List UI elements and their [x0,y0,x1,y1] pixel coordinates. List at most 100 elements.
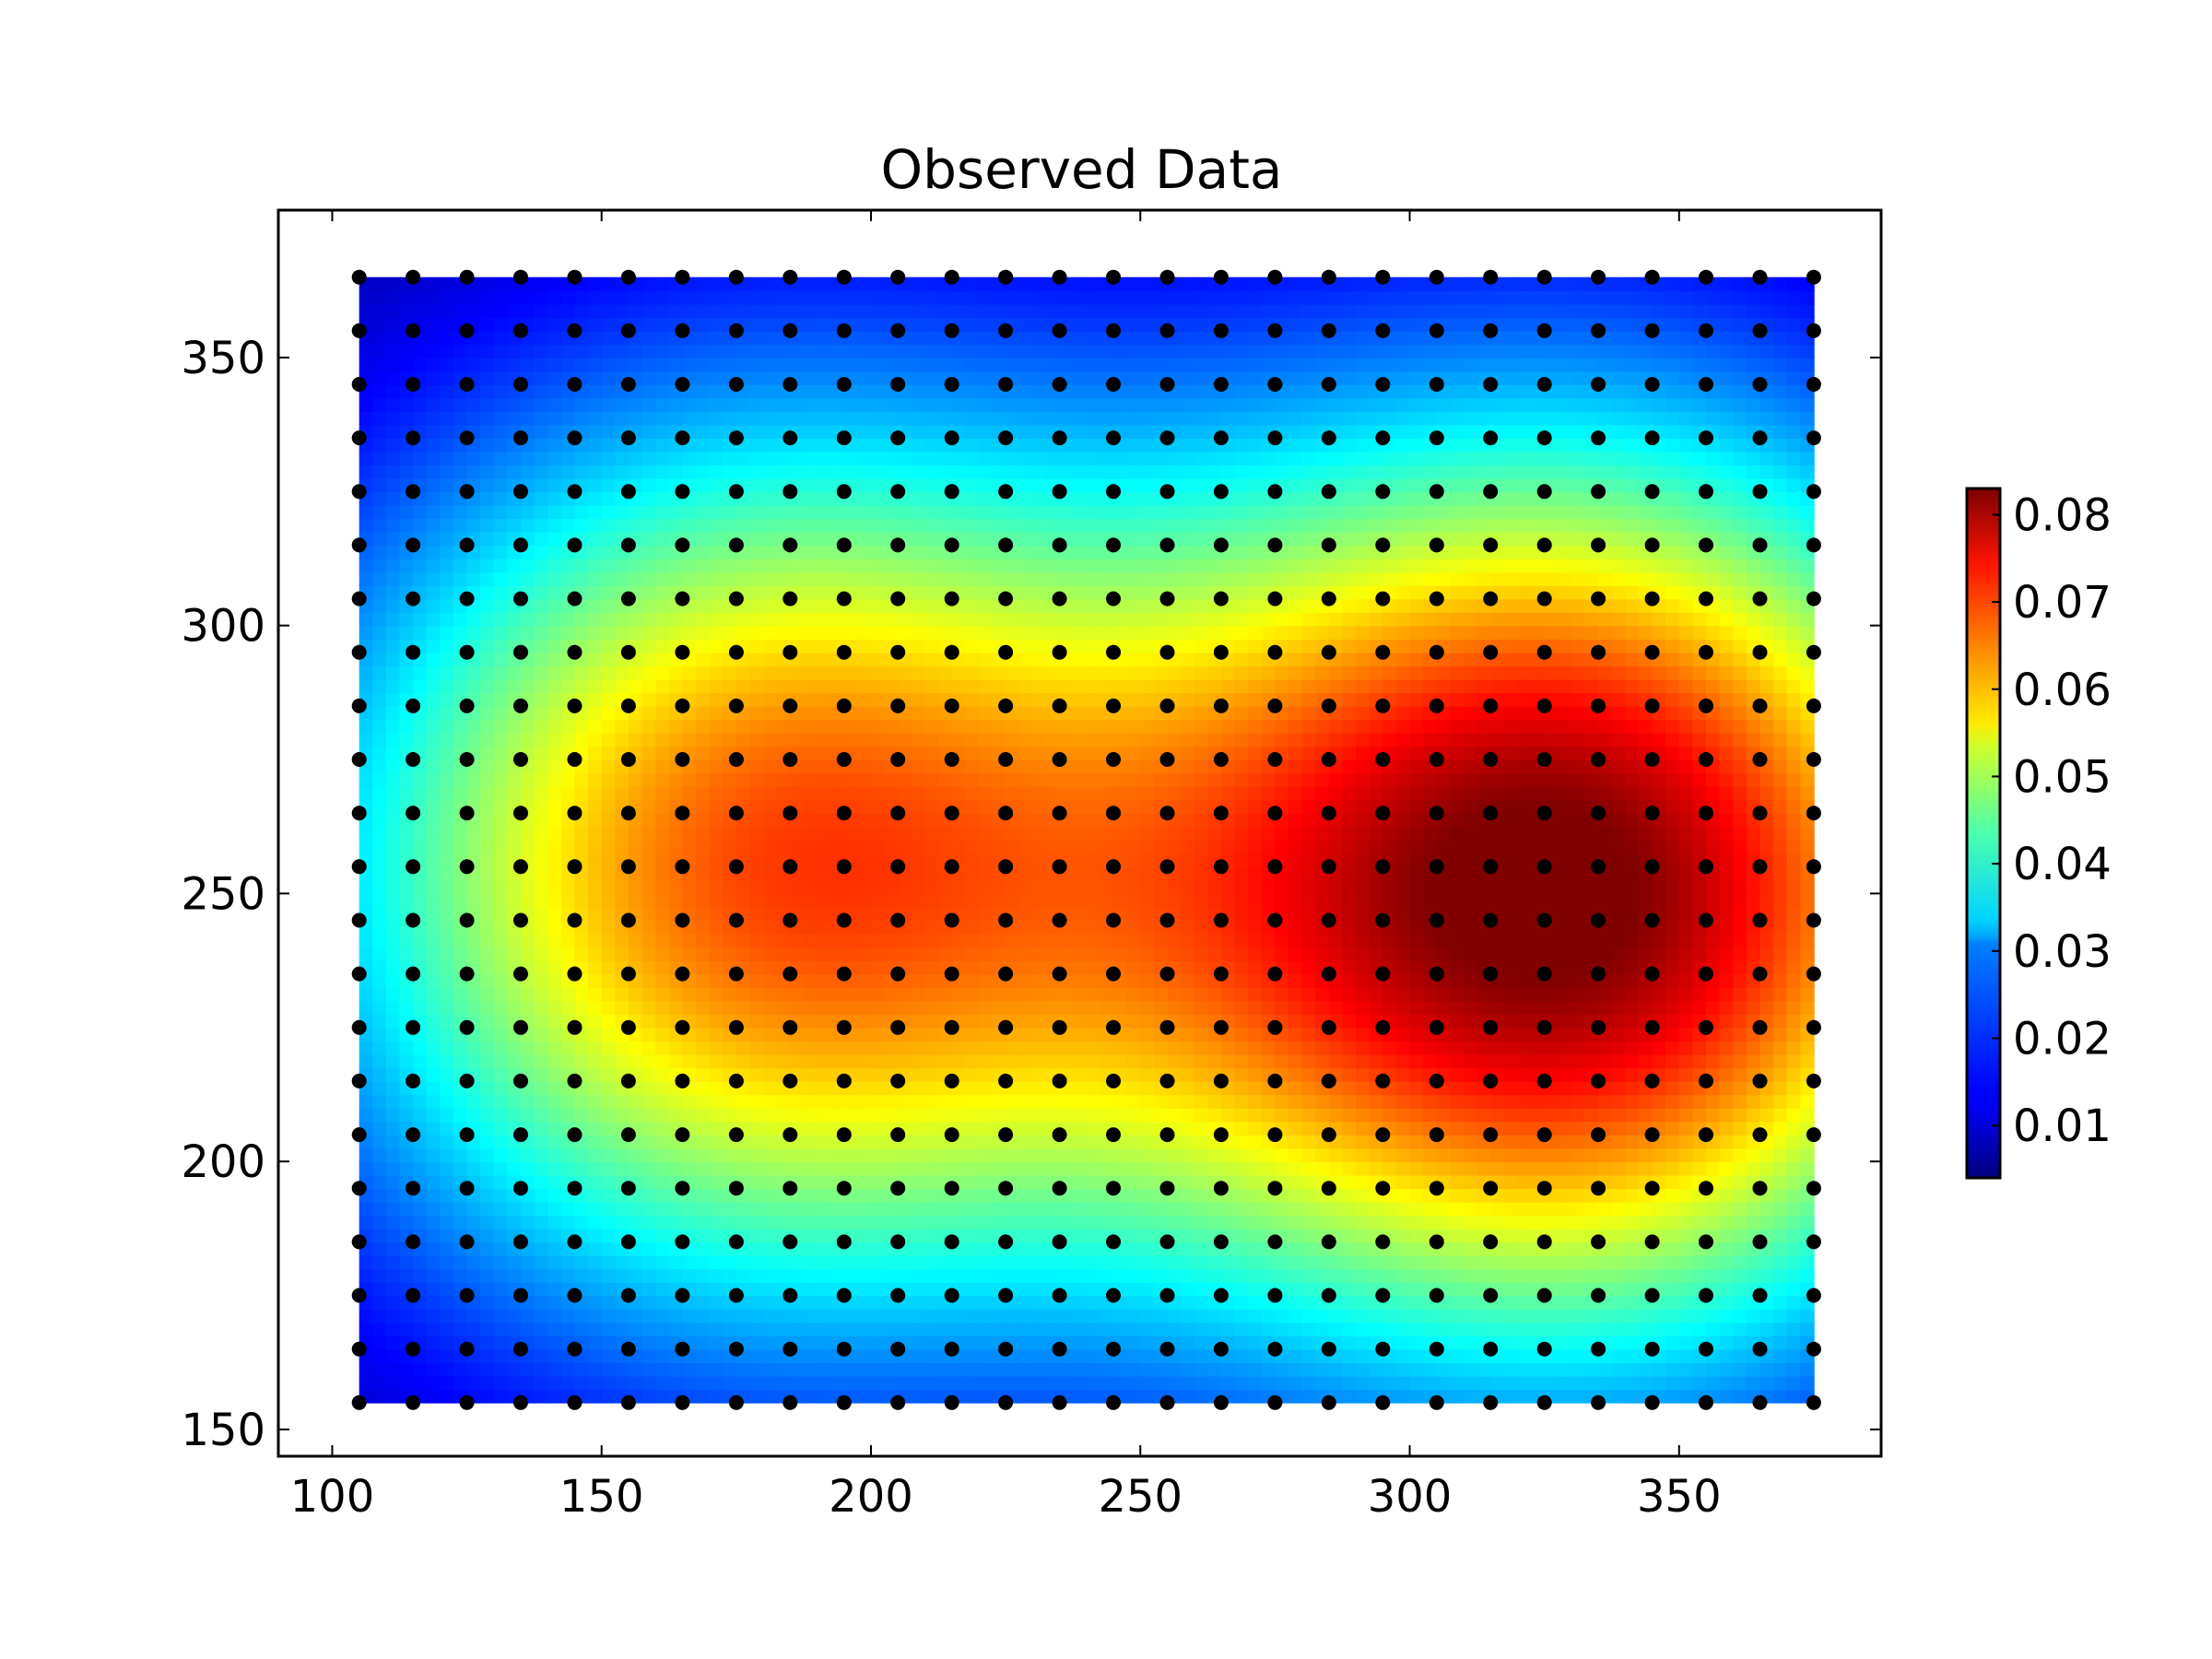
heat-cell [615,1362,629,1377]
heat-cell [547,1282,562,1297]
heat-cell [453,678,468,694]
heat-cell [924,947,939,961]
heat-cell [817,598,831,613]
heat-cell [641,973,656,988]
heat-cell [723,411,737,426]
heat-cell [521,1053,535,1069]
heat-cell [817,1108,831,1123]
heat-cell [817,1121,831,1135]
heat-cell [1140,732,1155,747]
heat-cell [1100,1147,1114,1162]
heat-cell [426,1375,441,1391]
heat-cell [696,1335,711,1350]
heat-cell [655,799,670,814]
heat-cell [547,719,562,734]
heat-cell [1126,585,1142,600]
heat-cell [453,1254,468,1270]
heat-cell [1032,678,1047,694]
heat-cell [911,840,926,854]
heat-cell [1018,276,1034,292]
heat-cell [413,290,428,305]
heat-cell [615,451,629,466]
heat-cell [385,813,401,828]
heat-cell [951,947,967,961]
heat-cell [682,826,697,841]
heat-cell [1059,1362,1074,1377]
heat-cell [1100,879,1114,895]
heat-cell [1113,1161,1128,1176]
heat-cell [763,451,778,466]
heat-cell [1140,1121,1155,1135]
heat-cell [1126,1174,1142,1190]
heat-cell [763,1215,778,1230]
heat-cell [803,1053,818,1069]
heat-cell [682,1000,697,1016]
heat-cell [453,451,468,466]
heat-cell [735,1161,751,1176]
heat-cell [1018,504,1034,520]
heat-cell [1032,1241,1047,1256]
heat-cell [574,947,589,961]
heat-cell [992,987,1006,1002]
heat-cell [480,625,495,641]
heat-cell [696,1067,711,1082]
heat-cell [1086,1041,1101,1055]
heat-cell [911,652,926,667]
heat-cell [413,1268,428,1283]
heat-cell [735,1041,751,1055]
heat-cell [709,1309,724,1324]
heat-cell [1126,1348,1142,1364]
heat-cell [372,759,387,774]
heat-cell [359,571,374,586]
heat-cell [641,1174,656,1190]
heat-cell [1073,960,1088,975]
heat-cell [655,317,670,332]
heat-cell [965,1147,980,1162]
heat-cell [924,1201,939,1217]
heat-cell [992,625,1006,641]
heat-cell [534,759,549,774]
heat-cell [372,639,387,653]
heat-cell [385,1014,401,1029]
heat-cell [1073,759,1088,774]
heat-cell [1045,411,1061,426]
heat-cell [426,1094,441,1109]
heat-cell [440,786,454,801]
heat-cell [668,558,684,573]
heat-cell [884,665,900,680]
heat-cell [372,746,387,760]
heat-cell [547,652,562,667]
heat-cell [547,840,562,854]
heat-cell [749,692,764,707]
heat-cell [1153,1362,1169,1377]
heat-cell [763,678,778,694]
heat-cell [1032,1201,1047,1217]
heat-cell [493,397,509,412]
heat-cell [641,411,656,426]
heat-cell [1045,1375,1061,1391]
heat-cell [830,1094,845,1109]
heat-cell [480,1241,495,1256]
heat-cell [723,625,737,641]
heat-cell [1073,424,1088,439]
heat-cell [521,1322,535,1336]
heat-cell [1126,357,1142,372]
heat-cell [655,678,670,694]
heat-cell [372,826,387,841]
heat-cell [965,383,980,399]
heat-cell [399,451,414,466]
heat-cell [372,719,387,734]
heat-cell [1073,746,1088,760]
heat-cell [399,1215,414,1230]
heat-cell [453,1000,468,1016]
heat-cell [1032,371,1047,385]
heat-cell [884,397,900,412]
heat-cell [1086,1201,1101,1217]
heat-cell [870,424,886,439]
heat-cell [749,598,764,613]
heat-cell [426,840,441,854]
heat-cell [426,1080,441,1096]
heat-cell [426,438,441,453]
heat-cell [385,1254,401,1270]
heat-cell [978,652,994,667]
